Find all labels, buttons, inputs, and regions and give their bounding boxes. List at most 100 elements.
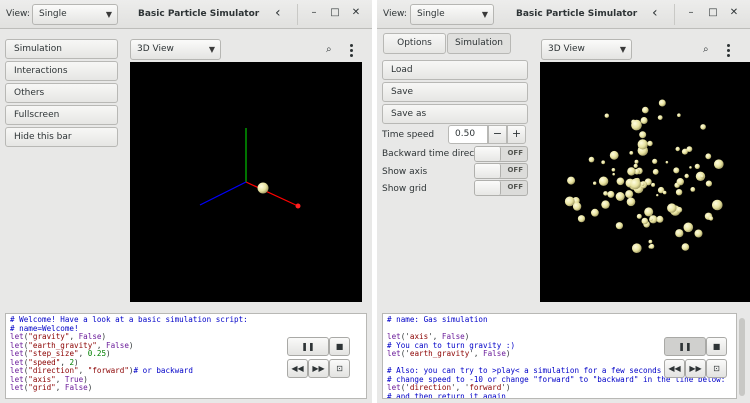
particle xyxy=(684,173,689,179)
load-button[interactable]: Load xyxy=(382,60,528,80)
script-line: let("earth_gravity", False) xyxy=(10,340,362,351)
script-token: let xyxy=(10,383,24,393)
particle xyxy=(641,217,649,225)
particle xyxy=(650,218,653,221)
fast-forward-button[interactable]: ▶▶ xyxy=(308,359,329,378)
particle xyxy=(601,200,610,209)
script-line: # change speed to -10 or change "forward… xyxy=(387,375,732,385)
increment-button[interactable]: + xyxy=(507,125,526,144)
script-token: False xyxy=(106,340,129,350)
screenshot-button[interactable]: ⊡ xyxy=(329,359,350,378)
particle-scene xyxy=(564,99,724,253)
simulation-viewport-3d[interactable] xyxy=(130,62,362,302)
search-icon[interactable]: ⌕ xyxy=(703,44,709,55)
script-line: # name: Gas simulation xyxy=(387,315,732,325)
show-grid-switch[interactable]: OFF xyxy=(474,180,528,196)
scrollbar[interactable] xyxy=(739,318,745,396)
close-icon[interactable]: ✕ xyxy=(351,7,361,18)
vertical-dots-menu-icon[interactable] xyxy=(727,44,730,59)
maximize-icon[interactable]: □ xyxy=(708,7,718,18)
particle xyxy=(656,194,659,197)
script-token: let xyxy=(10,357,24,367)
script-line: let("speed", 2) xyxy=(10,357,362,368)
script-token: ( xyxy=(23,340,29,350)
particle xyxy=(631,119,642,131)
view-select[interactable]: Single ▼ xyxy=(410,4,494,25)
script-token: forward xyxy=(469,383,502,393)
tab-simulation[interactable]: Simulation xyxy=(447,33,511,54)
particle xyxy=(636,213,642,219)
particle xyxy=(675,189,683,196)
particle xyxy=(708,216,714,221)
screenshot-button[interactable]: ⊡ xyxy=(706,359,727,378)
view-select[interactable]: Single ▼ xyxy=(32,4,118,25)
particle xyxy=(640,117,648,124)
header-bar: View: Single ▼ Basic Particle Simulator … xyxy=(0,0,372,29)
script-token: , xyxy=(60,357,70,367)
particle xyxy=(637,139,648,150)
particle xyxy=(649,243,655,249)
vertical-dots-menu-icon[interactable] xyxy=(350,44,353,59)
pause-icon: ❚❚ xyxy=(678,342,692,351)
script-token: ) xyxy=(74,357,79,367)
time-speed-value: 0.50 xyxy=(455,129,476,139)
camera-icon: ⊡ xyxy=(713,364,720,373)
chevron-left-icon[interactable]: ‹ xyxy=(275,5,281,21)
view-mode-select[interactable]: 3D View ▼ xyxy=(130,39,221,60)
particle xyxy=(633,163,638,168)
search-icon[interactable]: ⌕ xyxy=(326,44,332,55)
script-token: # or backward xyxy=(133,366,193,376)
rewind-button[interactable]: ◀◀ xyxy=(287,359,308,378)
decrement-button[interactable]: − xyxy=(488,125,507,144)
particle xyxy=(681,243,690,251)
script-token: "direction" xyxy=(28,366,79,376)
fast-forward-button[interactable]: ▶▶ xyxy=(685,359,706,378)
particle xyxy=(675,146,680,152)
particle xyxy=(615,192,625,201)
backward-time-switch[interactable]: OFF xyxy=(474,146,528,162)
script-line: let("axis", True) xyxy=(10,374,362,385)
x-axis-end-marker xyxy=(295,203,301,209)
show-axis-switch[interactable]: OFF xyxy=(474,163,528,179)
sidebar-item-label: Fullscreen xyxy=(14,110,60,120)
fast-forward-icon: ▶▶ xyxy=(312,364,325,373)
button-label: Save as xyxy=(391,109,427,119)
close-icon[interactable]: ✕ xyxy=(729,7,739,18)
view-select-value: Single xyxy=(39,9,67,19)
particle xyxy=(625,190,634,199)
sidebar-item-others[interactable]: Others xyxy=(5,83,118,103)
rewind-button[interactable]: ◀◀ xyxy=(664,359,685,378)
particle xyxy=(598,176,609,186)
save-as-button[interactable]: Save as xyxy=(382,104,528,124)
particle xyxy=(567,176,576,185)
script-editor[interactable]: # name: Gas simulation let('axis', False)… xyxy=(382,313,737,399)
tab-options[interactable]: Options xyxy=(383,33,446,54)
maximize-icon[interactable]: □ xyxy=(330,7,340,18)
time-speed-input[interactable]: 0.50 xyxy=(448,125,488,144)
script-token: (' xyxy=(400,383,410,393)
particle xyxy=(616,177,625,186)
stop-button[interactable]: ■ xyxy=(329,337,350,356)
x-axis-line xyxy=(245,181,299,207)
minimize-icon[interactable]: – xyxy=(688,7,694,18)
particle xyxy=(700,174,704,179)
script-editor[interactable]: # Welcome! Have a look at a basic simula… xyxy=(5,313,367,399)
script-token: ) xyxy=(106,349,111,359)
script-token: ( xyxy=(23,383,29,393)
fast-forward-icon: ▶▶ xyxy=(689,364,702,373)
sidebar-item-interactions[interactable]: Interactions xyxy=(5,61,118,81)
chevron-left-icon[interactable]: ‹ xyxy=(652,5,658,21)
script-token: True xyxy=(64,374,84,384)
sidebar-item-simulation[interactable]: Simulation xyxy=(5,39,118,59)
pause-button[interactable]: ❚❚ xyxy=(664,337,706,356)
sidebar-item-hide-bar[interactable]: Hide this bar xyxy=(5,127,118,147)
pause-button[interactable]: ❚❚ xyxy=(287,337,329,356)
minimize-icon[interactable]: – xyxy=(311,7,317,18)
particle xyxy=(694,163,700,169)
view-mode-value: 3D View xyxy=(548,44,585,54)
view-mode-select[interactable]: 3D View ▼ xyxy=(541,39,632,60)
simulation-viewport-3d[interactable] xyxy=(540,62,750,302)
stop-button[interactable]: ■ xyxy=(706,337,727,356)
save-button[interactable]: Save xyxy=(382,82,528,102)
sidebar-item-fullscreen[interactable]: Fullscreen xyxy=(5,105,118,125)
